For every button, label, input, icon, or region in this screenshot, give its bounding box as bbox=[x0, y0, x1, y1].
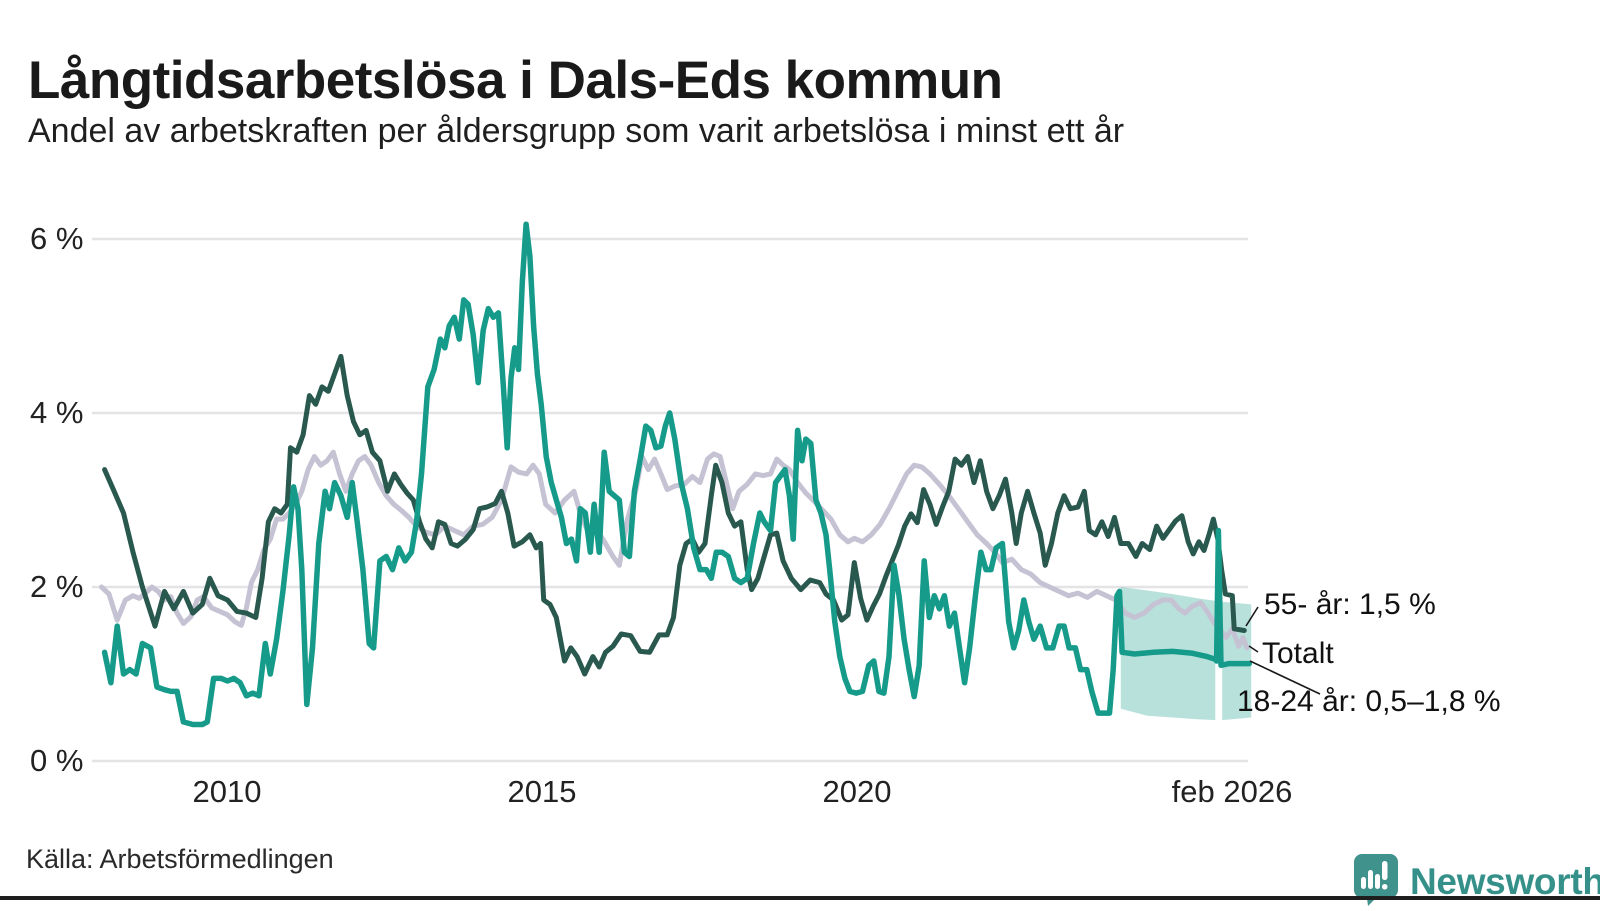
annotation-18-24: 18-24 år: 0,5–1,8 % bbox=[1237, 685, 1501, 718]
source-note: Källa: Arbetsförmedlingen bbox=[26, 844, 334, 874]
y-tick-4: 4 % bbox=[30, 395, 84, 430]
annotation-leader-2 bbox=[1249, 660, 1321, 695]
y-tick-2: 2 % bbox=[30, 569, 84, 604]
bottom-border-bar bbox=[0, 896, 1600, 900]
y-tick-6: 6 % bbox=[30, 221, 84, 256]
newsworthy-bubble-chart-icon bbox=[1352, 852, 1400, 911]
newsworthy-wordmark: Newsworthy bbox=[1410, 860, 1600, 902]
annotation-totalt: Totalt bbox=[1262, 637, 1334, 670]
x-tick-feb-2026: feb 2026 bbox=[1171, 774, 1293, 809]
annotation-leader-0 bbox=[1245, 606, 1259, 627]
annotation-55-plus: 55- år: 1,5 % bbox=[1264, 588, 1436, 621]
chart-subtitle: Andel av arbetskraften per åldersgrupp s… bbox=[28, 112, 1125, 150]
series-line-55-r bbox=[102, 353, 1247, 677]
series-line-18-24-r bbox=[101, 221, 1253, 728]
x-tick-2010: 2010 bbox=[192, 774, 262, 809]
annotation-leader-1 bbox=[1248, 645, 1259, 653]
series-line-totalt bbox=[99, 449, 1250, 651]
y-tick-0: 0 % bbox=[30, 743, 84, 778]
x-tick-2015: 2015 bbox=[507, 774, 577, 809]
newsworthy-logo: Newsworthy bbox=[1352, 852, 1600, 911]
x-tick-2020: 2020 bbox=[822, 774, 892, 809]
page-title: Långtidsarbetslösa i Dals-Eds kommun bbox=[28, 50, 1003, 110]
